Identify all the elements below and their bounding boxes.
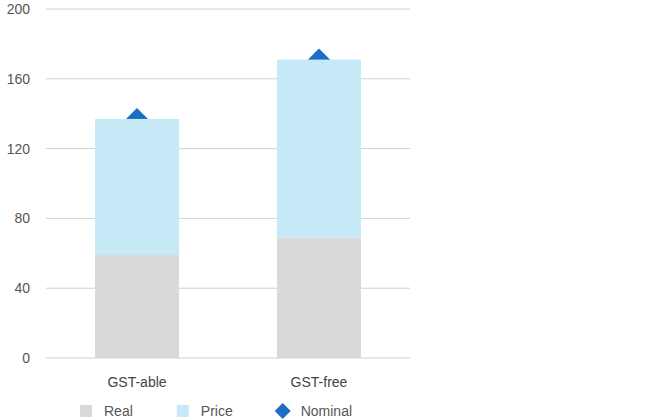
legend-label: Nominal: [301, 403, 352, 419]
tick-label: 40: [14, 280, 30, 296]
category-label: GST-free: [291, 374, 348, 390]
legend-label: Price: [201, 403, 233, 419]
tick-label: 160: [7, 71, 31, 87]
legend-swatch: [275, 403, 291, 419]
legend-label: Real: [104, 403, 133, 419]
category-label: GST-able: [107, 374, 166, 390]
bar: [277, 238, 361, 358]
bar: [277, 60, 361, 238]
chart: 0 40 80 120 160 200 GST-able GST-free Real Price N…: [0, 0, 656, 420]
tick-label: 120: [7, 141, 31, 157]
tick-label: 80: [14, 210, 30, 226]
legend: Real Price Nominal: [80, 403, 352, 419]
bar: [95, 119, 179, 255]
legend-swatch: [80, 405, 92, 417]
tick-label: 0: [22, 350, 30, 366]
tick-label: 200: [7, 1, 31, 17]
legend-swatch: [177, 405, 189, 417]
bar: [95, 255, 179, 358]
grid-line: [46, 9, 410, 10]
